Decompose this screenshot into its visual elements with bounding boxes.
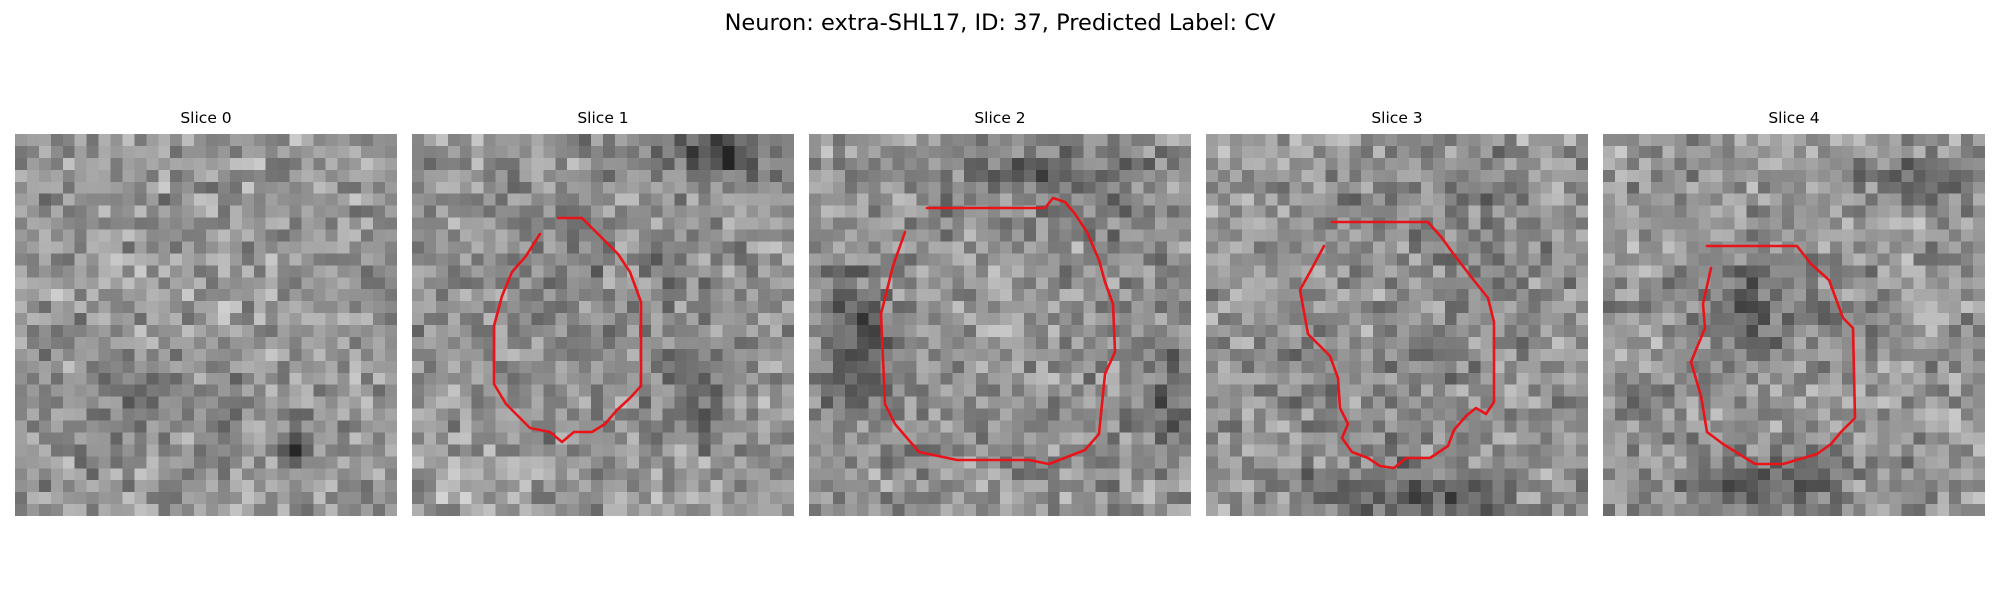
cell-contour bbox=[1298, 220, 1496, 470]
cell-contour bbox=[1689, 244, 1857, 466]
slice-image bbox=[1206, 134, 1588, 516]
slice-panel-1 bbox=[412, 134, 794, 516]
cell-contour bbox=[492, 216, 643, 444]
cell-contour bbox=[879, 196, 1117, 466]
slice-image bbox=[412, 134, 794, 516]
slice-title: Slice 0 bbox=[180, 109, 232, 127]
slice-image bbox=[15, 134, 397, 516]
slice-title: Slice 3 bbox=[1371, 109, 1423, 127]
slice-image bbox=[1603, 134, 1985, 516]
figure-title: Neuron: extra-SHL17, ID: 37, Predicted L… bbox=[724, 10, 1276, 36]
slice-title: Slice 1 bbox=[577, 109, 629, 127]
slice-title: Slice 2 bbox=[974, 109, 1026, 127]
slice-image bbox=[809, 134, 1191, 516]
slice-panel-0 bbox=[15, 134, 397, 516]
slice-title: Slice 4 bbox=[1768, 109, 1820, 127]
slice-panel-2 bbox=[809, 134, 1191, 516]
slice-panel-4 bbox=[1603, 134, 1985, 516]
slice-panel-3 bbox=[1206, 134, 1588, 516]
